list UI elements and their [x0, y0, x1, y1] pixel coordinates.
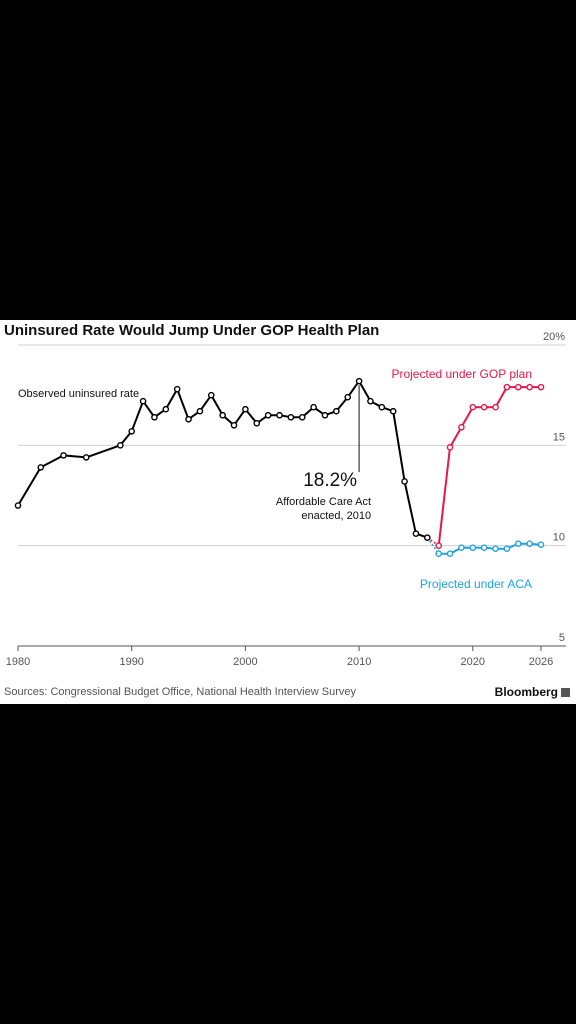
data-point	[503, 383, 511, 391]
data-point	[14, 502, 22, 509]
data-point	[469, 403, 477, 411]
data-point	[173, 385, 181, 393]
series-line	[437, 386, 541, 546]
series-label-observed: Observed uninsured rate	[18, 388, 139, 400]
data-point	[492, 403, 499, 411]
data-point	[139, 397, 147, 405]
brand-logo: Bloomberg	[495, 685, 570, 699]
data-point	[287, 413, 295, 421]
data-point	[526, 383, 533, 391]
data-point	[389, 407, 397, 415]
annotation-label: Affordable Care Act	[276, 496, 371, 508]
chart-card: Uninsured Rate Would Jump Under GOP Heal…	[0, 320, 576, 704]
data-point	[458, 544, 465, 551]
data-point	[230, 421, 238, 429]
x-tick-label: 2000	[233, 656, 257, 668]
data-point	[344, 393, 352, 401]
data-point	[503, 545, 511, 552]
data-point	[82, 454, 90, 461]
data-point	[514, 383, 522, 391]
data-point	[128, 427, 135, 435]
data-point	[321, 411, 329, 419]
series-label-aca: Projected under ACA	[420, 577, 532, 591]
data-point	[480, 403, 488, 411]
data-point	[207, 391, 215, 399]
data-point	[196, 407, 204, 415]
data-point	[537, 541, 545, 548]
line-chart: 5 10 15 20% 1980 1990 2000 2010 2020 2026 Observed…	[6, 331, 566, 668]
data-point	[185, 415, 192, 423]
data-point	[412, 530, 420, 537]
data-point	[117, 442, 124, 449]
y-tick-label: 10	[553, 532, 565, 544]
brand-name: Bloomberg	[494, 685, 558, 699]
data-point	[469, 544, 477, 551]
brand-mark-icon	[561, 688, 570, 697]
data-point	[253, 419, 261, 427]
annotation-label: enacted, 2010	[301, 510, 371, 522]
data-point	[424, 534, 431, 541]
y-tick-label: 15	[553, 431, 565, 443]
data-point	[355, 377, 363, 385]
data-point	[446, 444, 454, 451]
data-point	[298, 413, 306, 421]
data-point	[333, 407, 340, 415]
data-point	[537, 383, 545, 391]
data-point	[264, 411, 272, 419]
data-point	[60, 452, 67, 459]
data-point	[151, 413, 158, 421]
data-point	[514, 540, 522, 547]
data-point	[492, 545, 499, 552]
annotation-value: 18.2%	[303, 470, 357, 491]
data-point	[435, 550, 442, 557]
data-point	[401, 478, 408, 485]
x-tick-label: 2026	[529, 656, 553, 668]
x-tick-label: 2020	[461, 656, 485, 668]
x-tick-label: 2010	[347, 656, 371, 668]
series-line	[17, 380, 428, 539]
data-point	[219, 411, 226, 419]
x-tick-label: 1990	[119, 656, 143, 668]
data-point	[310, 403, 317, 411]
data-point	[367, 397, 374, 405]
data-point	[480, 544, 488, 551]
data-point	[242, 405, 249, 413]
data-point	[458, 423, 465, 431]
data-point	[162, 405, 170, 413]
y-tick-label: 20%	[543, 331, 565, 343]
source-note: Sources: Congressional Budget Office, Na…	[4, 686, 356, 698]
data-point	[446, 550, 454, 557]
series-label-gop: Projected under GOP plan	[391, 367, 532, 381]
data-point	[378, 403, 386, 411]
data-point	[276, 411, 283, 419]
data-point	[526, 540, 533, 547]
series-line	[438, 542, 542, 555]
x-tick-label: 1980	[6, 656, 30, 668]
chart-title: Uninsured Rate Would Jump Under GOP Heal…	[4, 322, 380, 339]
data-point	[37, 464, 45, 471]
y-tick-label: 5	[559, 632, 565, 644]
data-point	[435, 542, 442, 549]
